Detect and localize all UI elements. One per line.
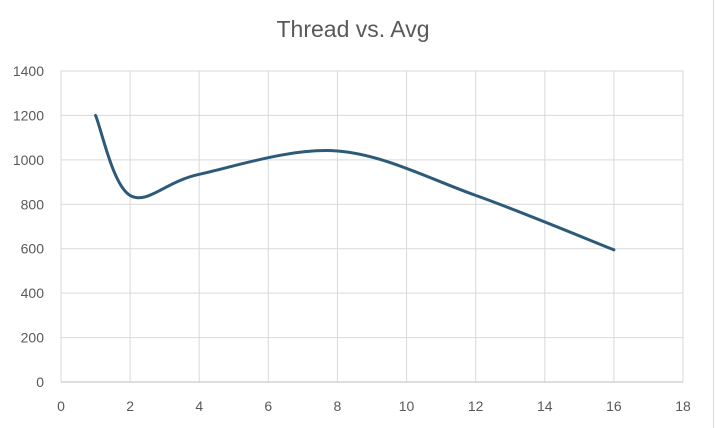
y-tick-label-5: 1000: [13, 152, 44, 168]
x-tick-label-2: 4: [195, 398, 203, 414]
x-tick-label-3: 6: [264, 398, 272, 414]
axes: [60, 71, 683, 383]
gridlines: [61, 70, 684, 382]
y-tick-label-0: 0: [36, 374, 44, 390]
x-tick-label-0: 0: [57, 398, 65, 414]
series-line-0: [94, 113, 616, 252]
x-tick-label-4: 8: [334, 398, 342, 414]
y-tick-label-7: 1400: [13, 63, 44, 79]
x-tick-label-5: 10: [399, 398, 415, 414]
x-tick-label-1: 2: [126, 398, 134, 414]
chart-title: Thread vs. Avg: [277, 16, 430, 42]
y-tick-label-2: 400: [21, 285, 45, 301]
tick-labels: 0 2 4 6 8 10 12 14 16 18 0 200 400 600 800 1000 1200 1400: [13, 63, 691, 414]
x-tick-label-9: 18: [675, 398, 691, 414]
series-layer: [94, 113, 616, 252]
window-edge-line: [713, 0, 714, 428]
y-tick-label-1: 200: [21, 330, 45, 346]
x-tick-label-6: 12: [468, 398, 484, 414]
y-tick-label-4: 800: [21, 196, 45, 212]
y-tick-label-3: 600: [21, 241, 45, 257]
y-tick-label-6: 1200: [13, 107, 44, 123]
x-tick-label-8: 16: [606, 398, 622, 414]
x-tick-label-7: 14: [537, 398, 553, 414]
